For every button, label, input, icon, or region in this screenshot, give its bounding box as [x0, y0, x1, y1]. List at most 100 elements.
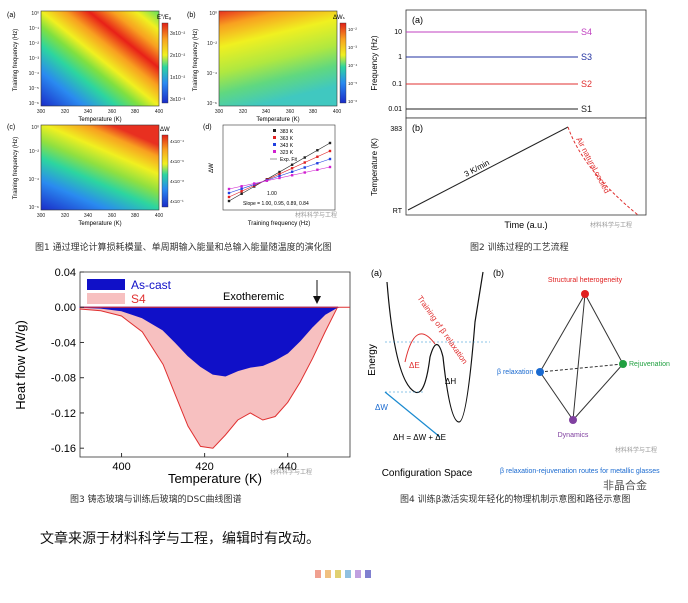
cbar-b-tick: 10⁻⁶ — [348, 99, 357, 104]
label-rejuvenation: Rejuvenation — [629, 361, 670, 368]
colorbar-a — [161, 22, 169, 104]
data-point — [303, 161, 306, 164]
legend-swatch-s4 — [87, 293, 125, 304]
slope-text: Slope = 1.00, 0.95, 0.89, 0.84 — [243, 201, 309, 207]
training-arrow — [404, 333, 436, 363]
figure-1: (a) E″/Eₐ 3x10⁻² 2x10⁻² 1x10⁻² 3x10⁻³ 10… — [5, 5, 360, 235]
y-tick-label: 0.00 — [55, 302, 76, 314]
data-point — [316, 162, 319, 165]
fig2-tag-b: (b) — [412, 123, 423, 133]
y-tick-label: 0.04 — [55, 267, 76, 279]
fig2-freq-tick: 0.01 — [388, 106, 402, 113]
fig1-ylabel-d: ΔW — [209, 163, 215, 173]
data-point — [290, 174, 294, 177]
fig2-ylabel-a: Frequency (Hz) — [370, 35, 379, 90]
freq-tick: 10⁻⁴ — [29, 71, 39, 77]
fig1-watermark: 材料科学与工程 — [295, 211, 337, 219]
temp-top: 383 — [390, 126, 402, 133]
node-beta — [536, 368, 544, 376]
figure-4: (a) (b) Training of β relaxation ΔE ΔH Δ… — [365, 262, 685, 488]
y-tick-label: -0.16 — [51, 443, 76, 455]
step-label-s1: S1 — [581, 104, 592, 114]
data-point — [253, 182, 256, 185]
fig1d-series — [227, 141, 332, 203]
temp-tick: 360 — [108, 213, 117, 219]
fig4-watermark: 材料科学与工程 — [615, 446, 657, 454]
temp-tick: 320 — [239, 109, 248, 115]
fig1-tag-d: (d) — [203, 124, 212, 131]
freq-tick: 10⁰ — [209, 11, 217, 17]
fig2-svg: (a) (b) S4 S3 S2 S1 10 1 0.1 0.01 Freque… — [370, 9, 647, 230]
temp-tick: 380 — [309, 109, 318, 115]
temp-tick: 320 — [61, 213, 70, 219]
fig4-ylabel: Energy — [367, 344, 378, 376]
temp-tick: 360 — [108, 109, 117, 115]
x-tick-label: 420 — [195, 461, 213, 473]
heatmap-c — [40, 124, 160, 211]
data-point — [227, 195, 231, 199]
fig1-cbar-label-c: ΔW — [160, 127, 170, 133]
freq-tick: 10⁻² — [29, 149, 39, 155]
y-tick-label: -0.08 — [51, 373, 76, 385]
fig2-panel-b-frame — [405, 117, 647, 216]
freq-tick: 10⁻² — [29, 41, 39, 47]
freq-tick: 10⁻⁵ — [29, 86, 39, 92]
decoration-dot — [335, 570, 341, 578]
decoration-dots — [315, 570, 371, 578]
fig2-freq-tick: 0.1 — [392, 81, 402, 88]
data-point — [303, 171, 306, 174]
fig4-caption: 图4 训练β激活实现年轻化的物理机制示意图和路径示意图 — [400, 495, 631, 505]
freq-tick: 10⁰ — [31, 125, 39, 131]
series-area-as-cast — [79, 306, 339, 377]
node-dynamics — [569, 416, 577, 424]
step-label-s3: S3 — [581, 52, 592, 62]
fig2-tag-a: (a) — [412, 15, 423, 25]
dsc-ylabel: Heat flow (W/g) — [13, 320, 28, 410]
input-energy-line — [384, 391, 441, 438]
fig1-cbar-label-b: ΔWₛ — [333, 15, 345, 21]
fig1-ylabel-c: Training frequency (Hz) — [13, 137, 19, 199]
fig4-tag-a: (a) — [371, 268, 382, 278]
data-point — [290, 170, 294, 173]
label-beta: β relaxation — [497, 369, 533, 376]
freq-tick: 10⁻⁶ — [29, 101, 39, 107]
decoration-dot — [365, 570, 371, 578]
legend-label-ascast: As-cast — [131, 278, 172, 292]
freq-tick: 10⁻⁶ — [29, 205, 39, 211]
temp-tick: 300 — [215, 109, 224, 115]
node-structural — [581, 290, 589, 298]
label-dynamics: Dynamics — [558, 432, 589, 439]
temp-tick: 360 — [286, 109, 295, 115]
fig1-ylabel-b: Training frequency (Hz) — [193, 29, 199, 91]
temp-tick: 400 — [333, 109, 342, 115]
fig1-ylabel-a: Training frequency (Hz) — [13, 29, 19, 91]
data-point — [240, 192, 243, 195]
fig1-xlabel-a: Temperature (K) — [78, 117, 121, 123]
fig1-xlabel-b: Temperature (K) — [256, 117, 299, 123]
legend-label-s4: S4 — [131, 292, 146, 306]
dsc-xlabel: Temperature (K) — [168, 471, 262, 486]
legend-marker — [273, 150, 276, 153]
freq-tick: 10⁻² — [207, 41, 217, 47]
freq-tick: 10⁰ — [31, 11, 39, 17]
cbar-a-tick: 2x10⁻² — [170, 53, 185, 59]
fig2-watermark: 材料科学与工程 — [590, 221, 632, 229]
label-structural: Structural heterogeneity — [548, 277, 623, 284]
temp-bottom: RT — [393, 208, 403, 215]
data-point — [303, 166, 306, 169]
data-point — [227, 187, 231, 191]
y-tick-label: -0.12 — [51, 408, 76, 420]
decoration-dot — [345, 570, 351, 578]
data-point — [290, 163, 294, 166]
fig2-freq-tick: 10 — [394, 29, 402, 36]
heatmap-b — [218, 10, 338, 107]
legend-label: 323 K — [280, 150, 294, 156]
temp-tick: 340 — [84, 109, 93, 115]
fig1-xlabel-d: Training frequency (Hz) — [248, 221, 310, 227]
figure-3: 0.04 0.00 -0.04 -0.08 -0.12 -0.16 400 420 440 A… — [5, 262, 360, 488]
temp-tick: 300 — [37, 213, 46, 219]
data-point — [328, 165, 332, 169]
step-label-s2: S2 — [581, 79, 592, 89]
temp-tick: 400 — [155, 109, 164, 115]
cbar-b-tick: 10⁻³ — [348, 45, 357, 50]
